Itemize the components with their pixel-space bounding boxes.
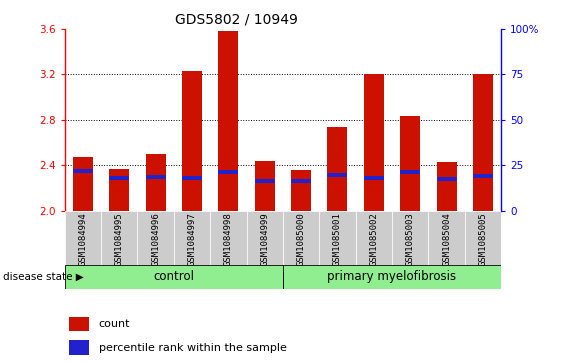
Bar xyxy=(69,317,89,331)
Text: percentile rank within the sample: percentile rank within the sample xyxy=(99,343,287,353)
FancyBboxPatch shape xyxy=(464,211,501,265)
FancyBboxPatch shape xyxy=(65,265,283,289)
Text: GSM1085001: GSM1085001 xyxy=(333,212,342,266)
Text: count: count xyxy=(99,319,130,330)
FancyBboxPatch shape xyxy=(137,211,174,265)
Bar xyxy=(73,157,93,211)
Bar xyxy=(328,172,347,176)
Text: GSM1084996: GSM1084996 xyxy=(151,212,160,266)
Text: control: control xyxy=(153,270,194,283)
Text: GSM1085000: GSM1085000 xyxy=(297,212,306,266)
Text: GSM1084997: GSM1084997 xyxy=(187,212,196,266)
Bar xyxy=(400,117,420,211)
Bar xyxy=(291,179,311,183)
Bar xyxy=(364,74,384,211)
Bar xyxy=(254,160,275,211)
Bar xyxy=(146,175,166,179)
Text: primary myelofibrosis: primary myelofibrosis xyxy=(328,270,457,283)
Bar xyxy=(109,168,129,211)
FancyBboxPatch shape xyxy=(392,211,428,265)
Text: GSM1084995: GSM1084995 xyxy=(115,212,124,266)
FancyBboxPatch shape xyxy=(210,211,247,265)
Bar xyxy=(182,71,202,211)
FancyBboxPatch shape xyxy=(428,211,464,265)
Text: GSM1084999: GSM1084999 xyxy=(260,212,269,266)
Bar xyxy=(69,340,89,355)
Bar xyxy=(473,174,493,178)
FancyBboxPatch shape xyxy=(174,211,210,265)
FancyBboxPatch shape xyxy=(283,211,319,265)
Text: GSM1085002: GSM1085002 xyxy=(369,212,378,266)
Text: disease state ▶: disease state ▶ xyxy=(3,272,83,282)
FancyBboxPatch shape xyxy=(247,211,283,265)
Bar xyxy=(473,74,493,211)
Text: GSM1085003: GSM1085003 xyxy=(406,212,415,266)
Text: GDS5802 / 10949: GDS5802 / 10949 xyxy=(175,13,298,27)
Bar xyxy=(182,176,202,180)
Text: GSM1084994: GSM1084994 xyxy=(78,212,87,266)
Bar xyxy=(291,170,311,211)
FancyBboxPatch shape xyxy=(101,211,137,265)
Text: GSM1085004: GSM1085004 xyxy=(442,212,451,266)
Bar xyxy=(436,162,457,211)
Text: GSM1084998: GSM1084998 xyxy=(224,212,233,266)
Bar xyxy=(400,170,420,174)
Bar xyxy=(218,170,238,174)
FancyBboxPatch shape xyxy=(283,265,501,289)
FancyBboxPatch shape xyxy=(319,211,356,265)
Bar xyxy=(328,127,347,211)
Bar xyxy=(364,176,384,180)
Bar xyxy=(109,176,129,180)
Bar xyxy=(146,154,166,211)
Bar xyxy=(254,179,275,183)
Bar xyxy=(73,169,93,173)
Text: GSM1085005: GSM1085005 xyxy=(479,212,488,266)
FancyBboxPatch shape xyxy=(65,211,101,265)
Bar xyxy=(436,177,457,181)
FancyBboxPatch shape xyxy=(356,211,392,265)
Bar xyxy=(218,31,238,211)
